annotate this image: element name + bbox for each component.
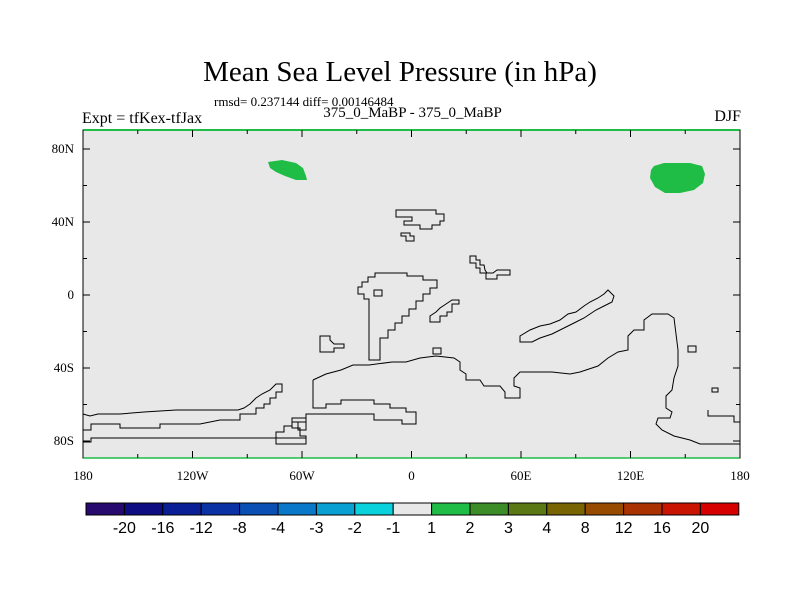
colorbar-swatch	[469, 502, 509, 516]
coastline-island	[711, 387, 719, 393]
colorbar: -20 -16 -12 -8 -4 -3 -2 -1 1 2 3 4 8 12 …	[85, 502, 740, 537]
coastline-western-continent	[82, 383, 283, 431]
colorbar-label: 4	[542, 520, 551, 537]
colorbar-label: 8	[581, 520, 590, 537]
y-tick-label: 40S	[54, 360, 74, 375]
coastline-island	[400, 232, 415, 242]
y-axis-labels: 80N 40N 0 40S 80S	[52, 141, 75, 448]
coastline-layer	[82, 209, 740, 445]
coastline-island	[319, 335, 345, 353]
colorbar-label: 20	[692, 520, 710, 537]
colorbar-label: -20	[113, 520, 136, 537]
coastline-polar-line	[83, 437, 306, 443]
figure-subtitle: 375_0_MaBP - 375_0_MaBP	[323, 105, 502, 121]
colorbar-swatch	[392, 502, 433, 516]
colorbar-label: -2	[348, 520, 362, 537]
colorbar-label: -16	[151, 520, 174, 537]
colorbar-swatches	[85, 502, 740, 516]
x-tick-label: 120E	[617, 468, 645, 483]
figure-title: Mean Sea Level Pressure (in hPa)	[203, 56, 597, 88]
coastline-southeast-arc	[519, 289, 615, 343]
map-panel: 180 120W 60W 0 60E 120E 180 80N 40N 0 40…	[52, 129, 750, 483]
colorbar-label: 3	[504, 520, 513, 537]
colorbar-swatch	[699, 502, 740, 516]
colorbar-swatch	[431, 502, 471, 516]
x-tick-label: 60W	[289, 468, 315, 483]
colorbar-swatch	[162, 502, 202, 516]
colorbar-swatch	[546, 502, 586, 516]
colorbar-swatch	[661, 502, 701, 516]
colorbar-swatch	[85, 502, 125, 516]
y-tick-label: 40N	[52, 214, 75, 229]
x-tick-label: 180	[73, 468, 93, 483]
y-tick-label: 0	[68, 287, 75, 302]
colorbar-swatch	[623, 502, 663, 516]
coastline-island	[432, 347, 442, 355]
stats-line: rmsd= 0.237144 diff= 0.00146484	[214, 94, 394, 109]
colorbar-label: -8	[232, 520, 246, 537]
colorbar-swatch	[315, 502, 356, 516]
x-tick-label: 120W	[177, 468, 210, 483]
coastline-southern-continent	[275, 313, 740, 445]
anomaly-region-north-pacific	[268, 160, 307, 180]
experiment-label: Expt = tfKex-tfJax	[82, 110, 203, 127]
coastline-northeast-fragment	[469, 255, 511, 280]
x-tick-label: 180	[730, 468, 750, 483]
coastline-north-fragment	[395, 209, 445, 230]
colorbar-label: -1	[386, 520, 400, 537]
colorbar-swatch	[277, 502, 317, 516]
map-background	[83, 130, 740, 458]
y-tick-label: 80S	[54, 433, 74, 448]
tick-marks	[82, 130, 741, 458]
x-axis-labels: 180 120W 60W 0 60E 120E 180	[73, 468, 750, 483]
season-label: DJF	[714, 108, 741, 125]
coastline-east-edge	[707, 410, 740, 423]
anomaly-region-siberia	[650, 163, 705, 193]
coastline-inland-lake	[373, 289, 383, 297]
colorbar-label: 16	[653, 520, 671, 537]
colorbar-label: 12	[615, 520, 633, 537]
colorbar-swatch	[354, 502, 394, 516]
coastline-east-fragment	[429, 299, 460, 323]
coastline-central-continent	[357, 272, 438, 361]
colorbar-swatch	[200, 502, 241, 516]
colorbar-swatch	[239, 502, 279, 516]
colorbar-swatch	[123, 502, 164, 516]
colorbar-label: -12	[190, 520, 213, 537]
colorbar-swatch	[507, 502, 548, 516]
colorbar-label: 1	[427, 520, 436, 537]
anomaly-layer	[268, 160, 705, 193]
colorbar-label: -3	[309, 520, 323, 537]
colorbar-label: -4	[271, 520, 285, 537]
colorbar-label: 2	[466, 520, 475, 537]
x-tick-label: 0	[408, 468, 415, 483]
coastline-island	[687, 345, 697, 353]
x-tick-label: 60E	[511, 468, 532, 483]
colorbar-swatch	[584, 502, 625, 516]
colorbar-labels: -20 -16 -12 -8 -4 -3 -2 -1 1 2 3 4 8 12 …	[113, 520, 710, 537]
coastline-island	[297, 421, 307, 431]
y-tick-label: 80N	[52, 141, 75, 156]
